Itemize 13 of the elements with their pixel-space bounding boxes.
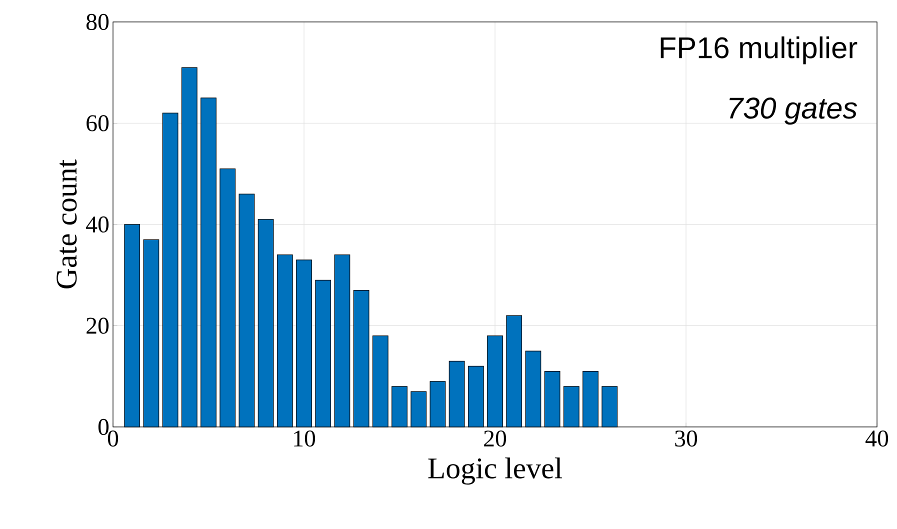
x-tick-label: 30 [675,430,698,447]
x-tick-label: 40 [866,430,888,447]
x-tick-label: 10 [294,430,316,447]
annotation: 730 gates [730,98,858,125]
annotation: FP16 multiplier [660,36,858,64]
y-tick-label: 20 [86,318,109,334]
y-tick-label: 80 [86,14,109,30]
y-tick-label: 0 [98,418,109,436]
y-tick-label: 60 [86,115,109,132]
y-axis-title: Gate count [56,160,77,288]
x-axis-title: Logic level [428,457,562,485]
y-tick-label: 40 [86,216,109,233]
x-tick-label: 20 [484,430,506,447]
